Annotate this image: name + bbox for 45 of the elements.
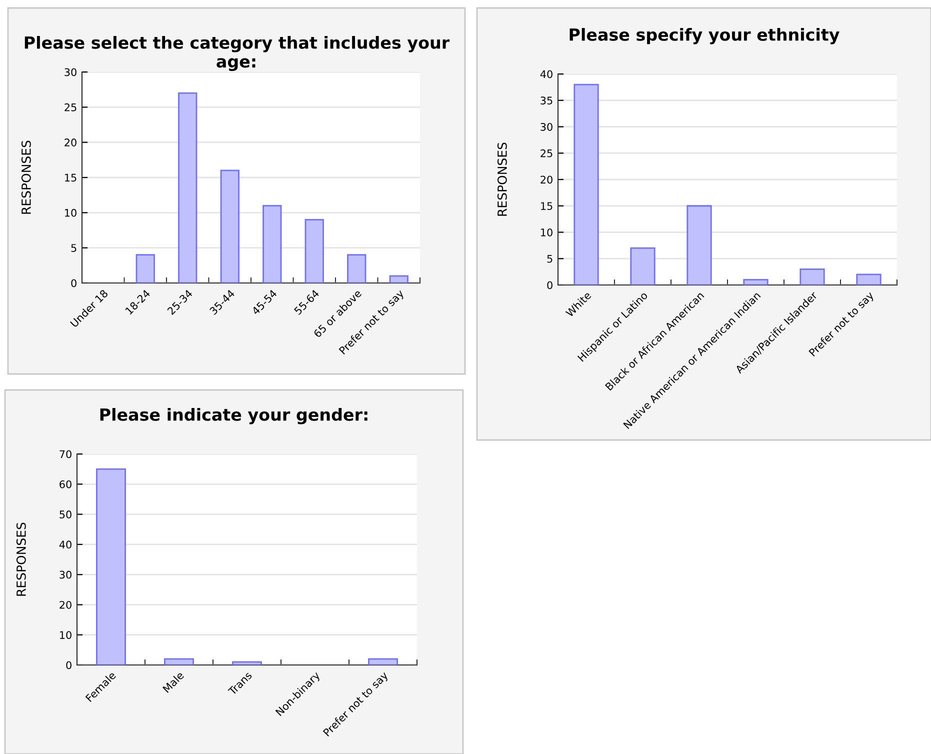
bar [743, 279, 768, 285]
y-tick-label: 10 [60, 631, 72, 639]
chart-title: Please specify your ethnicity [570, 28, 840, 44]
bar [96, 468, 126, 665]
y-tick-label: 10 [541, 228, 552, 236]
bar [347, 254, 366, 283]
y-tick-label: 35 [540, 96, 552, 104]
y-tick-label: 5 [547, 254, 552, 263]
bar [800, 268, 825, 285]
bar [178, 92, 198, 283]
y-tick-label: 10 [65, 208, 76, 217]
bar [136, 254, 155, 283]
y-tick-label: 25 [64, 103, 76, 112]
bar [164, 658, 194, 665]
bar [389, 275, 408, 283]
y-tick-label: 20 [60, 600, 72, 609]
chart-title: Please indicate your gender: [100, 408, 368, 424]
bar [304, 219, 324, 283]
bar [262, 204, 282, 283]
y-axis-title: RESPONSES [21, 140, 31, 214]
y-axis-title: RESPONSES [16, 522, 26, 596]
bar [574, 84, 599, 285]
y-tick-label: 20 [540, 176, 552, 184]
y-tick-label: 5 [71, 244, 76, 252]
y-tick-label: 25 [540, 149, 552, 158]
y-tick-label: 15 [541, 202, 552, 210]
bar [220, 170, 240, 283]
y-tick-label: 30 [540, 122, 552, 131]
y-tick-label: 15 [65, 174, 76, 182]
bar [856, 274, 882, 285]
bar [368, 658, 398, 665]
y-tick-label: 70 [60, 450, 72, 458]
y-tick-label: 30 [60, 570, 72, 579]
y-tick-label: 20 [64, 138, 76, 146]
y-tick-label: 0 [547, 281, 552, 290]
y-tick-label: 40 [540, 70, 552, 78]
y-tick-label: 0 [66, 661, 72, 670]
y-tick-label: 40 [59, 540, 72, 549]
bar [686, 205, 712, 285]
y-axis-title: RESPONSES [497, 142, 507, 216]
y-tick-label: 0 [71, 279, 76, 288]
bar [630, 247, 656, 285]
y-tick-label: 60 [60, 480, 72, 488]
y-tick-label: 50 [60, 510, 72, 518]
bar [232, 661, 262, 665]
